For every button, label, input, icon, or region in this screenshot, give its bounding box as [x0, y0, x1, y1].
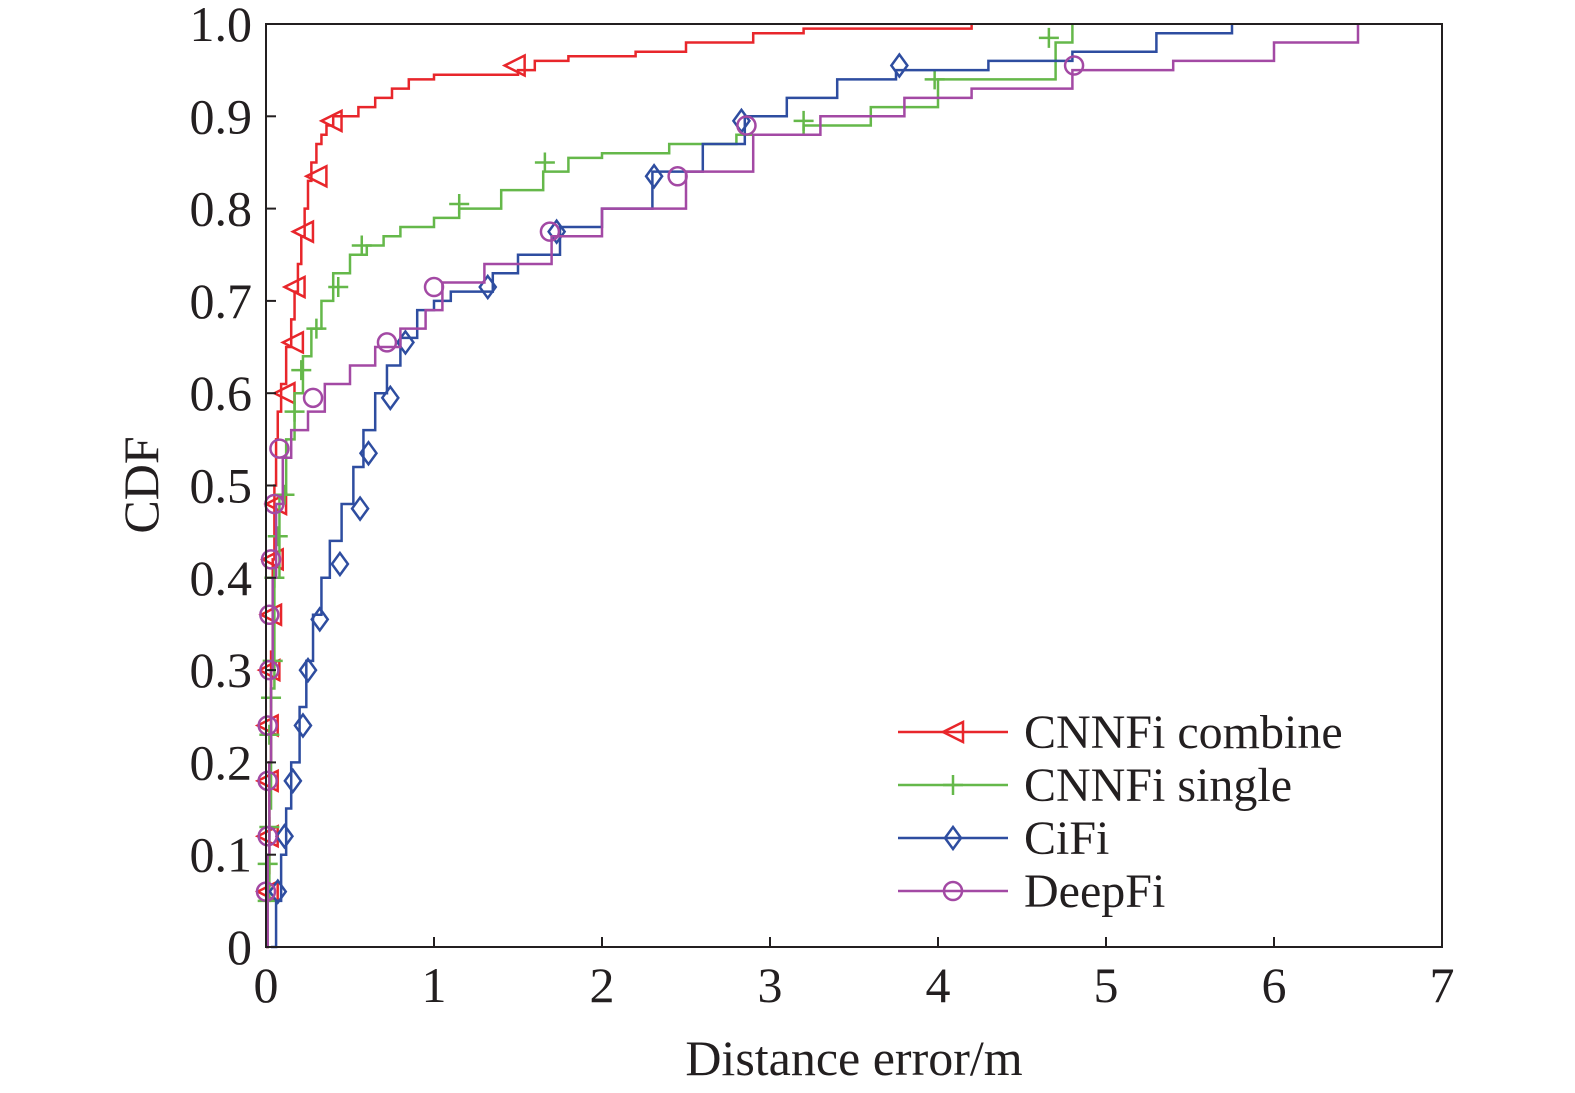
y-tick-label: 0: [227, 919, 252, 975]
data-point-cifi: [298, 656, 318, 684]
data-point-cnnfi-combine: [271, 381, 296, 406]
data-point-cifi: [310, 606, 330, 633]
y-tick-label: 0.2: [190, 734, 253, 790]
data-point-deepfi: [257, 825, 278, 847]
data-point-cnnfi-combine: [501, 53, 526, 78]
x-tick-label: 3: [758, 957, 783, 1013]
data-point-cifi: [268, 878, 288, 905]
data-point-cnnfi-combine: [258, 602, 283, 627]
data-point-deepfi: [257, 715, 278, 736]
y-tick-label: 0.1: [190, 827, 253, 883]
data-point-cnnfi-combine: [281, 275, 306, 300]
legend-label: CiFi: [1024, 812, 1109, 865]
legend-marker: [940, 719, 965, 745]
data-point-cifi: [644, 163, 664, 190]
data-point-deepfi: [423, 276, 445, 298]
data-point-cnnfi-single: [449, 193, 470, 214]
data-point-cnnfi-single: [351, 235, 372, 256]
data-point-cnnfi-single: [924, 69, 945, 90]
data-point-cnnfi-single: [328, 277, 349, 298]
data-point-cifi: [350, 495, 370, 522]
data-point-cnnfi-combine: [290, 219, 315, 244]
data-point-cnnfi-combine: [318, 108, 343, 133]
data-point-deepfi: [259, 604, 280, 625]
data-point-cnnfi-single: [306, 318, 327, 339]
x-tick-label: 1: [422, 957, 447, 1013]
data-point-cnnfi-single: [267, 526, 288, 547]
data-point-cifi: [547, 218, 567, 245]
x-tick-label: 2: [590, 957, 615, 1013]
data-point-cifi: [889, 52, 909, 79]
data-point-cnnfi-combine: [259, 547, 284, 572]
series-cnnfi-combine: [254, 24, 973, 949]
y-axis-title: CDF: [113, 436, 169, 533]
data-point-cifi: [358, 440, 379, 467]
series-line-cnnfi-combine: [266, 24, 973, 949]
x-tick-label: 6: [1262, 957, 1287, 1013]
axis-ticks: 0 1 2 3 4 5 6 7 0 0.1 0.2 0.3 0.4 0.5 0.6 0.7 0.8 0.9 1.0: [190, 0, 1455, 1013]
data-point-cnnfi-single: [291, 360, 312, 381]
legend-marker: [943, 775, 963, 795]
legend-item-cnnfi-single: CNNFi single: [898, 759, 1292, 812]
data-point-cifi: [293, 712, 313, 739]
data-point-cifi: [731, 107, 751, 135]
data-point-cnnfi-combine: [303, 164, 328, 189]
legend-item-cnnfi-combine: CNNFi combine: [898, 706, 1343, 759]
x-tick-label: 5: [1094, 957, 1119, 1013]
data-point-cifi: [283, 767, 303, 794]
data-point-cifi: [330, 550, 350, 578]
x-tick-label: 4: [926, 957, 951, 1013]
y-tick-label: 0.7: [190, 273, 253, 329]
data-point-deepfi: [257, 770, 278, 792]
series-line-cifi: [271, 24, 1234, 949]
x-tick-label: 0: [254, 957, 279, 1013]
y-tick-label: 0.5: [190, 458, 253, 514]
data-point-cnnfi-single: [284, 401, 305, 422]
data-point-deepfi: [302, 387, 324, 409]
data-point-deepfi: [1063, 55, 1085, 76]
data-point-cnnfi-single: [534, 152, 555, 173]
data-point-cnnfi-single: [793, 110, 814, 131]
series-cnnfi-single: [257, 24, 1074, 949]
data-point-cnnfi-combine: [280, 330, 305, 355]
y-tick-label: 0.6: [190, 365, 253, 421]
y-tick-label: 0.3: [190, 642, 253, 698]
y-tick-label: 1.0: [190, 0, 253, 52]
x-tick-label: 7: [1430, 957, 1455, 1013]
legend-marker: [943, 824, 963, 852]
data-point-deepfi: [260, 549, 282, 570]
data-point-cifi: [380, 384, 400, 411]
x-axis-title: Distance error/m: [685, 1030, 1022, 1086]
legend-item-deepfi: DeepFi: [898, 865, 1165, 918]
y-tick-label: 0.8: [190, 181, 253, 237]
data-point-deepfi: [539, 221, 561, 242]
y-tick-label: 0.9: [190, 88, 253, 144]
data-point-deepfi: [259, 659, 280, 681]
legend-item-cifi: CiFi: [898, 812, 1109, 865]
y-tick-label: 0.4: [190, 550, 253, 606]
data-point-deepfi: [667, 166, 688, 187]
series-line-cnnfi-single: [266, 24, 1074, 949]
legend-label: DeepFi: [1024, 865, 1165, 918]
data-point-cnnfi-single: [1038, 27, 1059, 48]
legend-label: CNNFi single: [1024, 759, 1292, 812]
data-point-deepfi: [736, 115, 757, 136]
data-point-cifi: [274, 823, 295, 850]
data-point-deepfi: [269, 438, 290, 459]
data-point-deepfi: [376, 332, 398, 353]
legend-label: CNNFi combine: [1024, 706, 1343, 759]
legend-marker: [942, 880, 964, 902]
